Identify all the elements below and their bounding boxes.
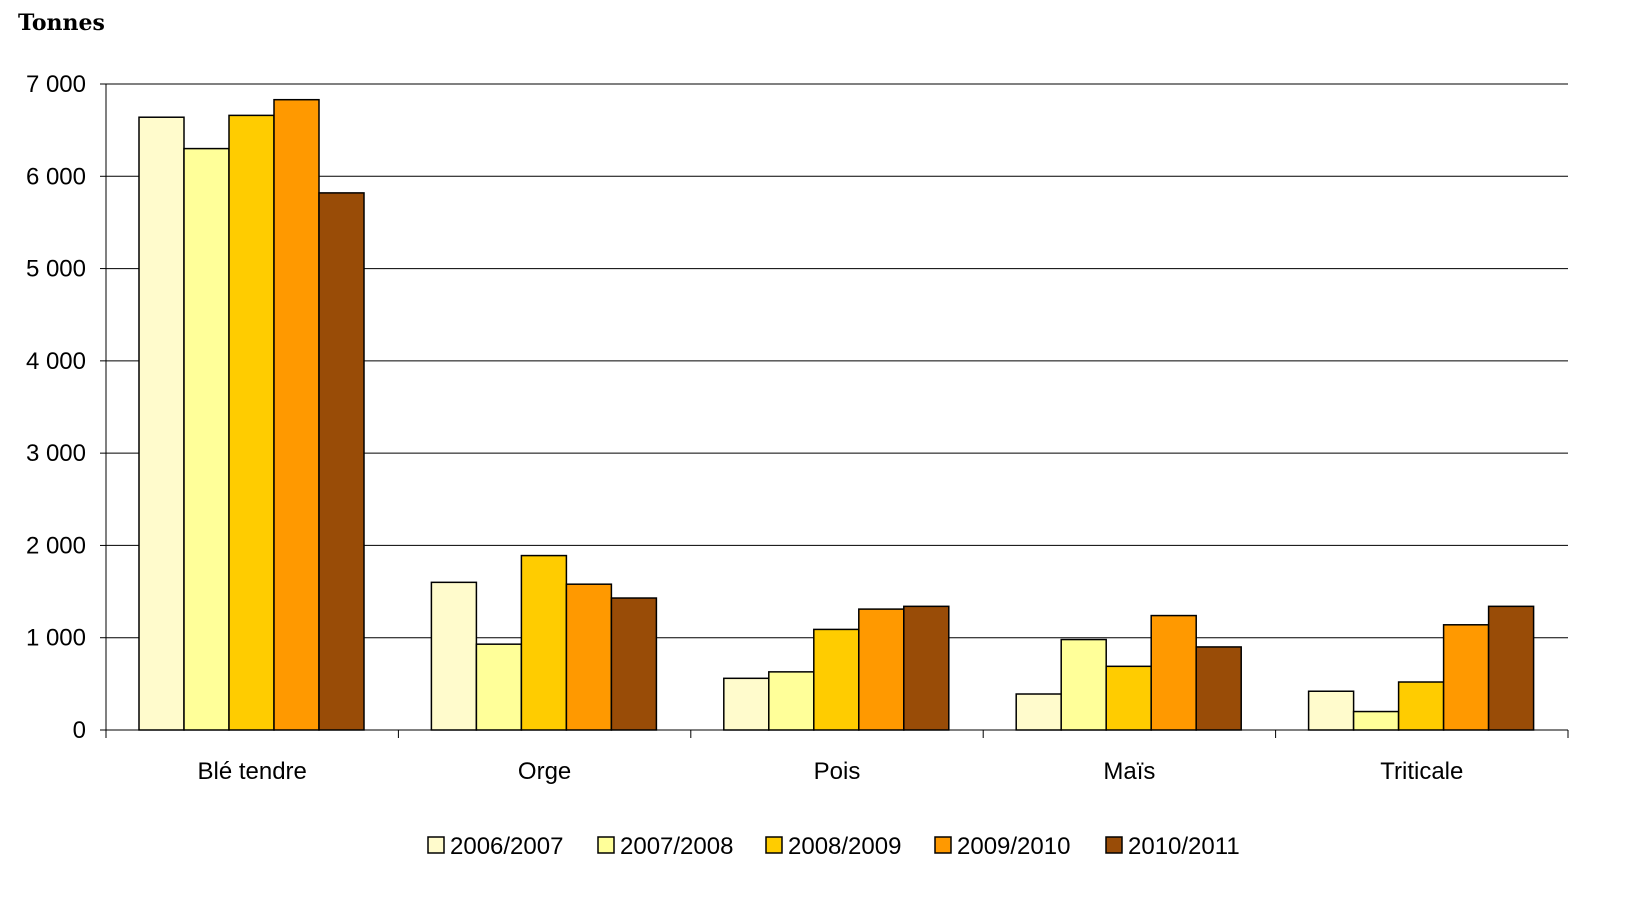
bars xyxy=(138,98,1535,731)
bar xyxy=(813,628,860,731)
bar xyxy=(273,98,320,731)
legend-label: 2006/2007 xyxy=(450,833,563,860)
bar xyxy=(228,114,275,731)
y-tick-label: 3 000 xyxy=(26,440,86,467)
legend-label: 2009/2010 xyxy=(957,833,1070,860)
bar xyxy=(610,597,658,731)
bar xyxy=(1487,605,1535,731)
y-tick-label: 2 000 xyxy=(26,532,86,559)
bar xyxy=(1060,638,1107,731)
bar xyxy=(1307,690,1355,731)
bar xyxy=(1150,614,1197,731)
bar xyxy=(903,605,950,731)
legend-label: 2007/2008 xyxy=(620,833,733,860)
bar xyxy=(858,608,905,731)
y-tick-label: 0 xyxy=(73,717,86,744)
bar xyxy=(475,643,523,731)
bar xyxy=(723,677,770,731)
legend-swatch xyxy=(427,836,445,854)
bar xyxy=(1015,693,1062,731)
legend-label: 2008/2009 xyxy=(788,833,901,860)
y-axis-label: Tonnes xyxy=(18,10,105,36)
bar xyxy=(1195,646,1242,731)
y-tick-label: 6 000 xyxy=(26,163,86,190)
bar xyxy=(138,116,185,731)
legend-swatch xyxy=(934,836,952,854)
axes xyxy=(100,83,1569,738)
x-tick-labels: Blé tendre Orge Pois Maïs Triticale xyxy=(197,758,1463,785)
bar xyxy=(318,192,365,731)
legend-label: 2010/2011 xyxy=(1128,833,1240,860)
legend-swatch xyxy=(597,836,615,854)
legend: 2006/2007 2007/2008 2008/2009 2009/2010 2010… xyxy=(427,833,1240,860)
x-tick-label: Blé tendre xyxy=(197,758,306,785)
bar xyxy=(520,554,568,731)
y-tick-label: 1 000 xyxy=(26,625,86,652)
legend-swatch xyxy=(765,836,783,854)
bar xyxy=(1105,665,1152,731)
y-tick-label: 7 000 xyxy=(26,71,86,98)
x-tick-label: Pois xyxy=(814,758,861,785)
legend-swatch xyxy=(1105,836,1123,854)
x-tick-label: Orge xyxy=(518,758,571,785)
bar xyxy=(768,671,815,731)
bar xyxy=(430,581,478,731)
bar xyxy=(1352,710,1400,731)
y-tick-labels: 0 1 000 2 000 3 000 4 000 5 000 6 000 7 000 xyxy=(26,71,86,744)
bar xyxy=(1397,681,1445,731)
bar xyxy=(565,583,613,731)
y-tick-label: 5 000 xyxy=(26,256,86,283)
bar xyxy=(183,147,230,731)
bar xyxy=(1442,624,1490,731)
y-tick-label: 4 000 xyxy=(26,348,86,375)
x-tick-label: Triticale xyxy=(1380,758,1463,785)
x-tick-label: Maïs xyxy=(1103,758,1155,785)
